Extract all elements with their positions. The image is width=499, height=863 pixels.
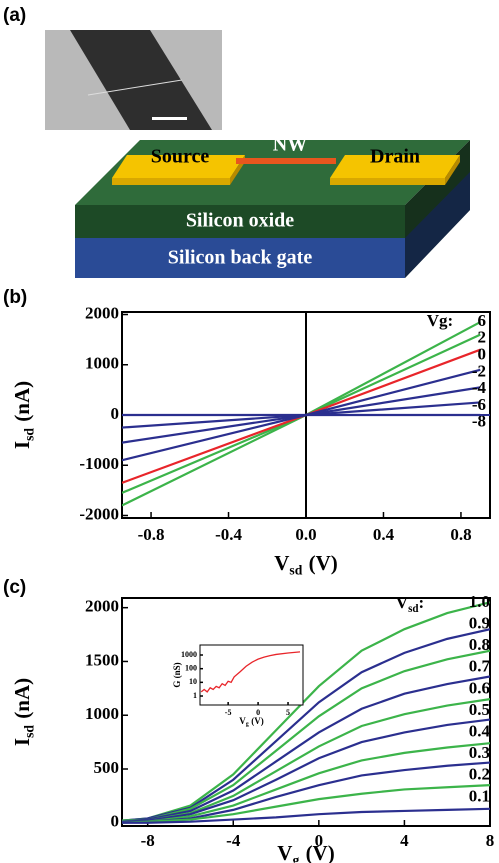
label-unit: (V) (251, 716, 264, 726)
x-axis-label: Vg (V) (277, 841, 334, 863)
label-unit: (V) (306, 841, 335, 863)
oxide-label: Silicon oxide (186, 210, 294, 232)
y-tick-label: 1 (193, 691, 197, 700)
x-tick-label: -5 (225, 708, 232, 717)
data-line (122, 720, 490, 822)
legend-title: Vg: (427, 311, 453, 330)
legend-entry: 0.7 (469, 657, 491, 676)
legend-entry: 0.3 (469, 743, 490, 762)
label-unit: (V) (309, 551, 338, 575)
label-symbol: V (274, 551, 289, 575)
y-tick-label: -1000 (79, 454, 119, 473)
y-tick-label: 1500 (85, 650, 119, 669)
x-axis-label: Vsd (V) (274, 551, 338, 578)
label-unit: (nA) (10, 381, 34, 422)
x-tick-label: 0.8 (450, 525, 471, 544)
legend-entry: 0.5 (469, 700, 490, 719)
x-axis-label: Vg(V) (239, 716, 264, 728)
label-symbol: V (277, 841, 292, 863)
x-tick-label: -4 (226, 831, 241, 850)
y-axis-label: G (nS) (172, 662, 182, 687)
label-unit: : (419, 593, 425, 612)
y-tick-label: 1000 (181, 650, 197, 659)
x-tick-label: -8 (141, 831, 155, 850)
x-tick-label: 5 (286, 708, 290, 717)
gate-label: Silicon back gate (168, 247, 313, 269)
legend-title: Vsd: (396, 593, 424, 615)
data-line (122, 699, 490, 822)
y-tick-label: -2000 (79, 504, 119, 523)
y-axis-label: Isd (nA) (10, 381, 37, 449)
y-tick-label: 0 (111, 812, 120, 831)
legend-entry: 0.2 (469, 765, 490, 784)
x-tick-label: -0.4 (215, 525, 242, 544)
sem-image (45, 30, 222, 130)
y-tick-label: 2000 (85, 597, 119, 616)
y-tick-label: 0 (111, 404, 120, 423)
source-label: Source (151, 146, 210, 168)
panel-label: (a) (3, 5, 26, 26)
label-unit: (nA) (10, 678, 34, 719)
plot-frame (122, 598, 490, 826)
label-subscript: g (246, 722, 249, 728)
x-tick-label: 4 (400, 831, 409, 850)
legend-entry: 0.9 (469, 614, 490, 633)
y-tick-label: 10 (189, 677, 197, 686)
x-tick-label: 8 (486, 831, 495, 850)
y-tick-label: 2000 (85, 303, 119, 322)
figure: (a) (b) (c) Source NW Drain Silicon oxid… (0, 0, 499, 863)
legend-entry: 0.6 (469, 678, 490, 697)
label-symbol: I (10, 441, 34, 449)
legend-entry: 0.1 (469, 786, 490, 805)
x-tick-label: -0.8 (138, 525, 165, 544)
label-subscript: g (292, 852, 299, 863)
label-symbol: I (10, 738, 34, 746)
label-symbol: V (396, 593, 409, 612)
data-line (122, 629, 490, 820)
x-tick-label: 0.0 (295, 525, 316, 544)
legend-entry: 0.8 (469, 635, 490, 654)
legend-entry: 1.0 (469, 592, 490, 611)
legend-entry: 0.4 (469, 722, 491, 741)
label-subscript: sd (21, 428, 36, 441)
drain-label: Drain (370, 146, 420, 168)
x-tick-label: 0.4 (373, 525, 395, 544)
label-subscript: sd (289, 562, 302, 577)
y-tick-label: 1000 (85, 354, 119, 373)
plot-frame (200, 645, 303, 705)
y-tick-label: 100 (185, 664, 197, 673)
y-tick-label: 500 (94, 758, 120, 777)
label-subscript: sd (21, 725, 36, 738)
panel-label: (c) (3, 577, 26, 598)
device-diagram: Source NW Drain Silicon oxide Silicon ba… (75, 134, 470, 278)
nanowire-label: NW (273, 134, 307, 156)
panel-label: (b) (3, 287, 27, 308)
y-tick-label: 1000 (85, 704, 119, 723)
data-line (122, 335, 480, 493)
data-line (122, 322, 480, 505)
y-axis-label: Isd (nA) (10, 678, 37, 746)
